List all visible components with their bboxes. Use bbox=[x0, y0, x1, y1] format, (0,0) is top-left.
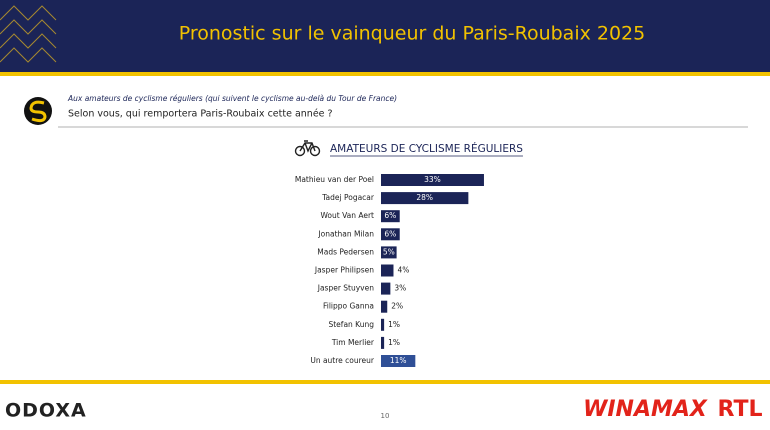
value-label: 11% bbox=[390, 356, 407, 365]
bar bbox=[381, 300, 388, 313]
category-label: Mathieu van der Poel bbox=[295, 175, 374, 184]
value-label: 6% bbox=[384, 229, 396, 238]
category-label: Jonathan Milan bbox=[317, 229, 374, 238]
partner-logo: RTL bbox=[718, 397, 763, 422]
value-label: 5% bbox=[383, 247, 395, 256]
category-label: Filippo Ganna bbox=[323, 302, 374, 311]
category-label: Tadej Pogacar bbox=[321, 193, 375, 202]
value-label: 4% bbox=[397, 266, 409, 275]
category-label: Mads Pedersen bbox=[317, 247, 374, 256]
value-label: 6% bbox=[384, 211, 396, 220]
question-text: Selon vous, qui remportera Paris-Roubaix… bbox=[68, 109, 333, 120]
value-label: 1% bbox=[388, 338, 400, 347]
value-label: 28% bbox=[416, 193, 433, 202]
bar bbox=[381, 336, 385, 349]
header-rule bbox=[0, 72, 770, 76]
bar bbox=[381, 192, 469, 205]
header-band bbox=[0, 0, 770, 72]
bar bbox=[381, 282, 391, 295]
page-number: 10 bbox=[381, 412, 390, 420]
partner-logo: WINAMAX bbox=[583, 397, 708, 422]
footer-brand: ODOXA bbox=[5, 400, 87, 422]
header-pattern bbox=[0, 5, 57, 63]
page-title: Pronostic sur le vainqueur du Paris-Roub… bbox=[179, 23, 645, 45]
category-label: Stefan Kung bbox=[328, 320, 374, 329]
bar bbox=[381, 246, 397, 259]
bar bbox=[381, 174, 484, 186]
value-label: 3% bbox=[394, 284, 406, 293]
category-label: Wout Van Aert bbox=[320, 211, 374, 220]
value-label: 1% bbox=[388, 320, 400, 329]
bar bbox=[381, 318, 385, 331]
bar-chart: Mathieu van der Poel 33% Tadej Pogacar 28% W… bbox=[295, 174, 484, 367]
bar bbox=[381, 210, 400, 223]
question-context: Aux amateurs de cyclisme réguliers (qui … bbox=[67, 94, 397, 103]
bar bbox=[381, 264, 394, 277]
chart-title: AMATEURS DE CYCLISME RÉGULIERS bbox=[330, 142, 523, 155]
bike-icon bbox=[294, 140, 321, 157]
bar bbox=[381, 355, 416, 367]
value-label: 2% bbox=[391, 302, 403, 311]
category-label: Un autre coureur bbox=[310, 356, 375, 365]
question-logo bbox=[24, 97, 52, 125]
bar bbox=[381, 228, 400, 241]
footer-rule bbox=[0, 380, 770, 384]
category-label: Jasper Stuyven bbox=[317, 284, 375, 293]
category-label: Tim Merlier bbox=[331, 338, 375, 347]
category-label: Jasper Philipsen bbox=[314, 266, 374, 275]
value-label: 33% bbox=[424, 175, 441, 184]
